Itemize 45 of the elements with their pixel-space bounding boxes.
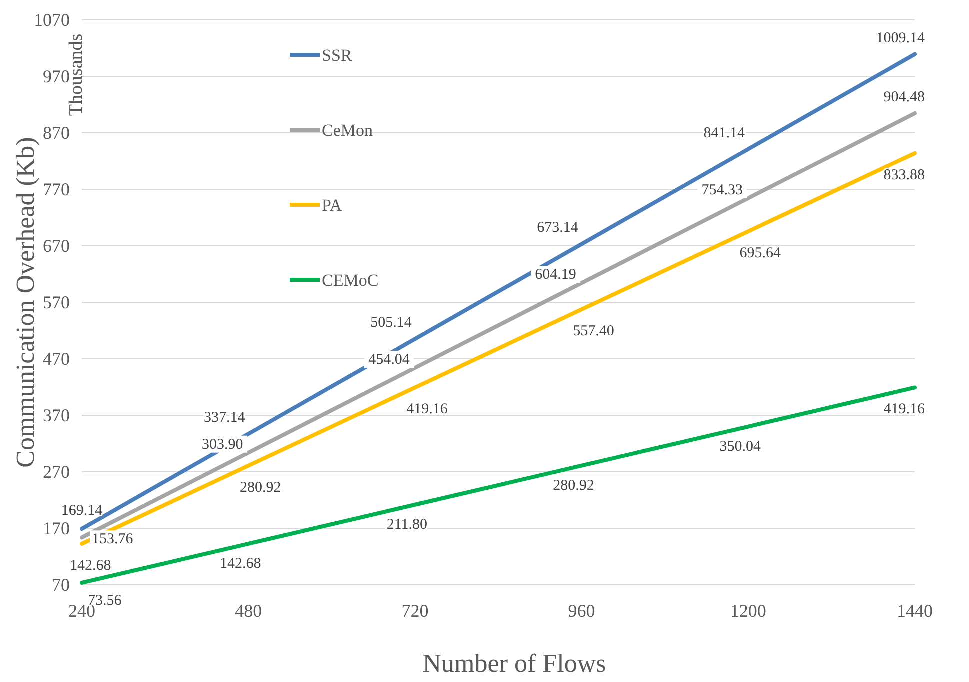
data-label: 604.19 — [535, 267, 576, 284]
data-label: 419.16 — [884, 402, 926, 418]
y-tick-label: 1070 — [34, 10, 70, 30]
y-tick-label: 470 — [43, 349, 70, 369]
data-label: 419.16 — [406, 402, 448, 418]
x-tick-label: 720 — [402, 601, 429, 621]
y-tick-label: 670 — [43, 236, 70, 256]
y-tick-label: 70 — [52, 575, 70, 595]
x-tick-label: 1440 — [897, 601, 933, 621]
data-label: 904.48 — [884, 90, 925, 106]
data-label: 673.14 — [537, 220, 579, 236]
y-tick-label: 770 — [43, 180, 70, 200]
data-label: 142.68 — [70, 558, 112, 574]
y-tick-label: 370 — [43, 406, 70, 426]
data-label: 337.14 — [204, 410, 246, 426]
y-tick-label: 570 — [43, 292, 70, 312]
y-tick-label: 870 — [43, 123, 70, 143]
data-label: 841.14 — [704, 125, 746, 142]
y-tick-label: 170 — [43, 518, 70, 538]
data-label: 833.88 — [884, 167, 925, 184]
data-label: 280.92 — [240, 480, 282, 496]
x-tick-label: 480 — [235, 601, 262, 621]
x-tick-label: 1200 — [730, 601, 766, 621]
y-tick-label: 270 — [43, 462, 70, 482]
data-label: 695.64 — [740, 246, 782, 262]
data-label: 754.33 — [702, 182, 744, 198]
legend-label: CEMoC — [322, 271, 379, 290]
data-label: 454.04 — [368, 352, 410, 368]
x-tick-label: 960 — [568, 601, 596, 621]
data-label: 142.68 — [220, 556, 262, 572]
legend-label: CeMon — [322, 121, 374, 140]
data-label: 169.14 — [61, 502, 104, 519]
data-label: 505.14 — [370, 315, 412, 332]
data-label: 303.90 — [202, 436, 244, 453]
legend-label: SSR — [322, 46, 353, 65]
legend-label: PA — [322, 196, 343, 215]
data-label: 280.92 — [553, 478, 594, 494]
data-label: 211.80 — [386, 516, 428, 533]
y-axis-title: Communication Overhead (Kb) — [11, 137, 40, 468]
y-tick-label: 970 — [43, 66, 70, 86]
data-label: 350.04 — [720, 438, 762, 455]
data-label: 557.40 — [573, 324, 614, 340]
data-label: 1009.14 — [876, 30, 926, 46]
x-axis-title: Number of Flows — [422, 649, 606, 678]
data-label: 153.76 — [92, 532, 134, 548]
